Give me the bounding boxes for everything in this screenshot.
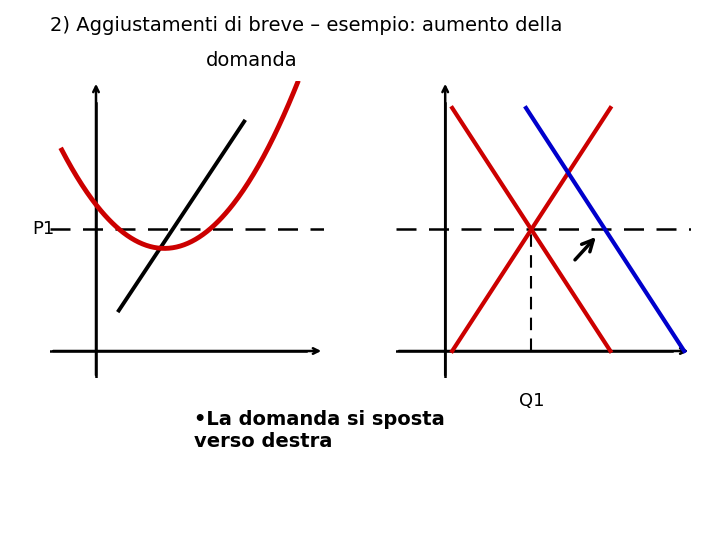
Text: P1: P1 bbox=[32, 220, 55, 239]
Text: •La domanda si sposta
verso destra: •La domanda si sposta verso destra bbox=[194, 410, 445, 451]
Text: Q1: Q1 bbox=[518, 392, 544, 409]
Text: 2) Aggiustamenti di breve – esempio: aumento della: 2) Aggiustamenti di breve – esempio: aum… bbox=[50, 16, 563, 35]
Text: domanda: domanda bbox=[206, 51, 298, 70]
